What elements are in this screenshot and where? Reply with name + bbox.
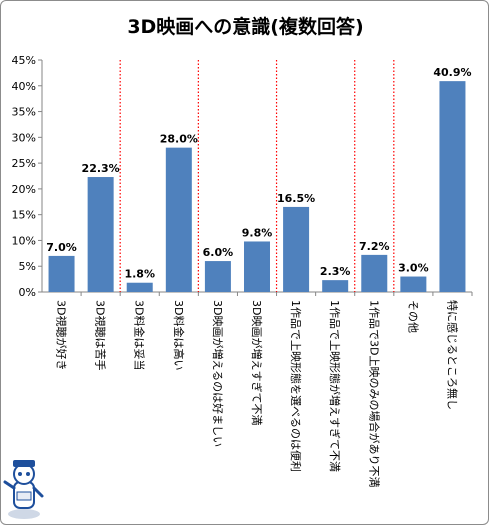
category-label: 1作品で3D上映のみの場合があり不満 bbox=[367, 300, 381, 487]
category-label: 3D料金は妥当 bbox=[133, 300, 147, 370]
y-tick-label: 35% bbox=[12, 106, 36, 119]
data-label: 22.3% bbox=[82, 162, 120, 175]
bar bbox=[439, 81, 466, 292]
bar bbox=[204, 261, 231, 292]
bar bbox=[126, 282, 153, 292]
bar bbox=[361, 254, 388, 292]
data-label: 7.0% bbox=[46, 241, 77, 254]
y-tick-label: 30% bbox=[12, 131, 36, 144]
category-label: 3D料金は高い bbox=[172, 300, 186, 370]
bar bbox=[87, 177, 114, 292]
bars bbox=[48, 81, 466, 292]
group-separators bbox=[119, 60, 395, 292]
data-label: 3.0% bbox=[398, 262, 429, 275]
y-tick-label: 20% bbox=[12, 183, 36, 196]
data-label: 6.0% bbox=[203, 246, 234, 259]
y-tick-label: 5% bbox=[19, 260, 36, 273]
data-label: 7.2% bbox=[359, 240, 390, 253]
data-label: 40.9% bbox=[433, 66, 471, 79]
chart-title: 3D映画への意識(複数回答) bbox=[127, 16, 364, 38]
y-tick-label: 10% bbox=[12, 234, 36, 247]
category-label: 3D映画が増えすぎて不満 bbox=[250, 300, 264, 425]
data-label: 16.5% bbox=[277, 192, 315, 205]
y-tick-label: 40% bbox=[12, 80, 36, 93]
category-label: 1作品で上映形態を選べるのは便利 bbox=[289, 300, 303, 472]
data-label: 9.8% bbox=[242, 226, 273, 239]
data-label: 2.3% bbox=[320, 265, 351, 278]
category-label: 3D視聴は苦手 bbox=[94, 300, 108, 370]
category-label: その他 bbox=[406, 300, 419, 333]
bar bbox=[283, 206, 310, 292]
bar bbox=[322, 280, 349, 292]
y-tick-label: 0% bbox=[19, 286, 36, 299]
bar bbox=[165, 147, 192, 292]
data-labels: 7.0% 22.3% 1.8% 28.0% 6.0% 9.8% 16.5% 2.3% 7.2% 3… bbox=[46, 66, 471, 281]
bar bbox=[48, 255, 75, 292]
y-tick-label: 25% bbox=[12, 157, 36, 170]
category-label: 1作品で上映形態が増えすぎて不満 bbox=[328, 300, 342, 472]
data-label: 28.0% bbox=[160, 133, 198, 146]
category-label: 3D視聴が好き bbox=[55, 300, 69, 370]
category-labels: 3D視聴が好き 3D視聴は苦手 3D料金は妥当 3D料金は高い 3D映画が増えるのは好ま… bbox=[55, 300, 460, 487]
y-tick-label: 45% bbox=[12, 54, 36, 67]
data-label: 1.8% bbox=[124, 268, 155, 281]
bar bbox=[244, 241, 270, 292]
category-label: 特に感じるところ無し bbox=[445, 300, 459, 410]
bar bbox=[400, 276, 427, 292]
mascot-icon bbox=[3, 460, 44, 519]
y-tick-label: 15% bbox=[12, 209, 36, 222]
category-label: 3D映画が増えるのは好ましい bbox=[211, 300, 225, 447]
